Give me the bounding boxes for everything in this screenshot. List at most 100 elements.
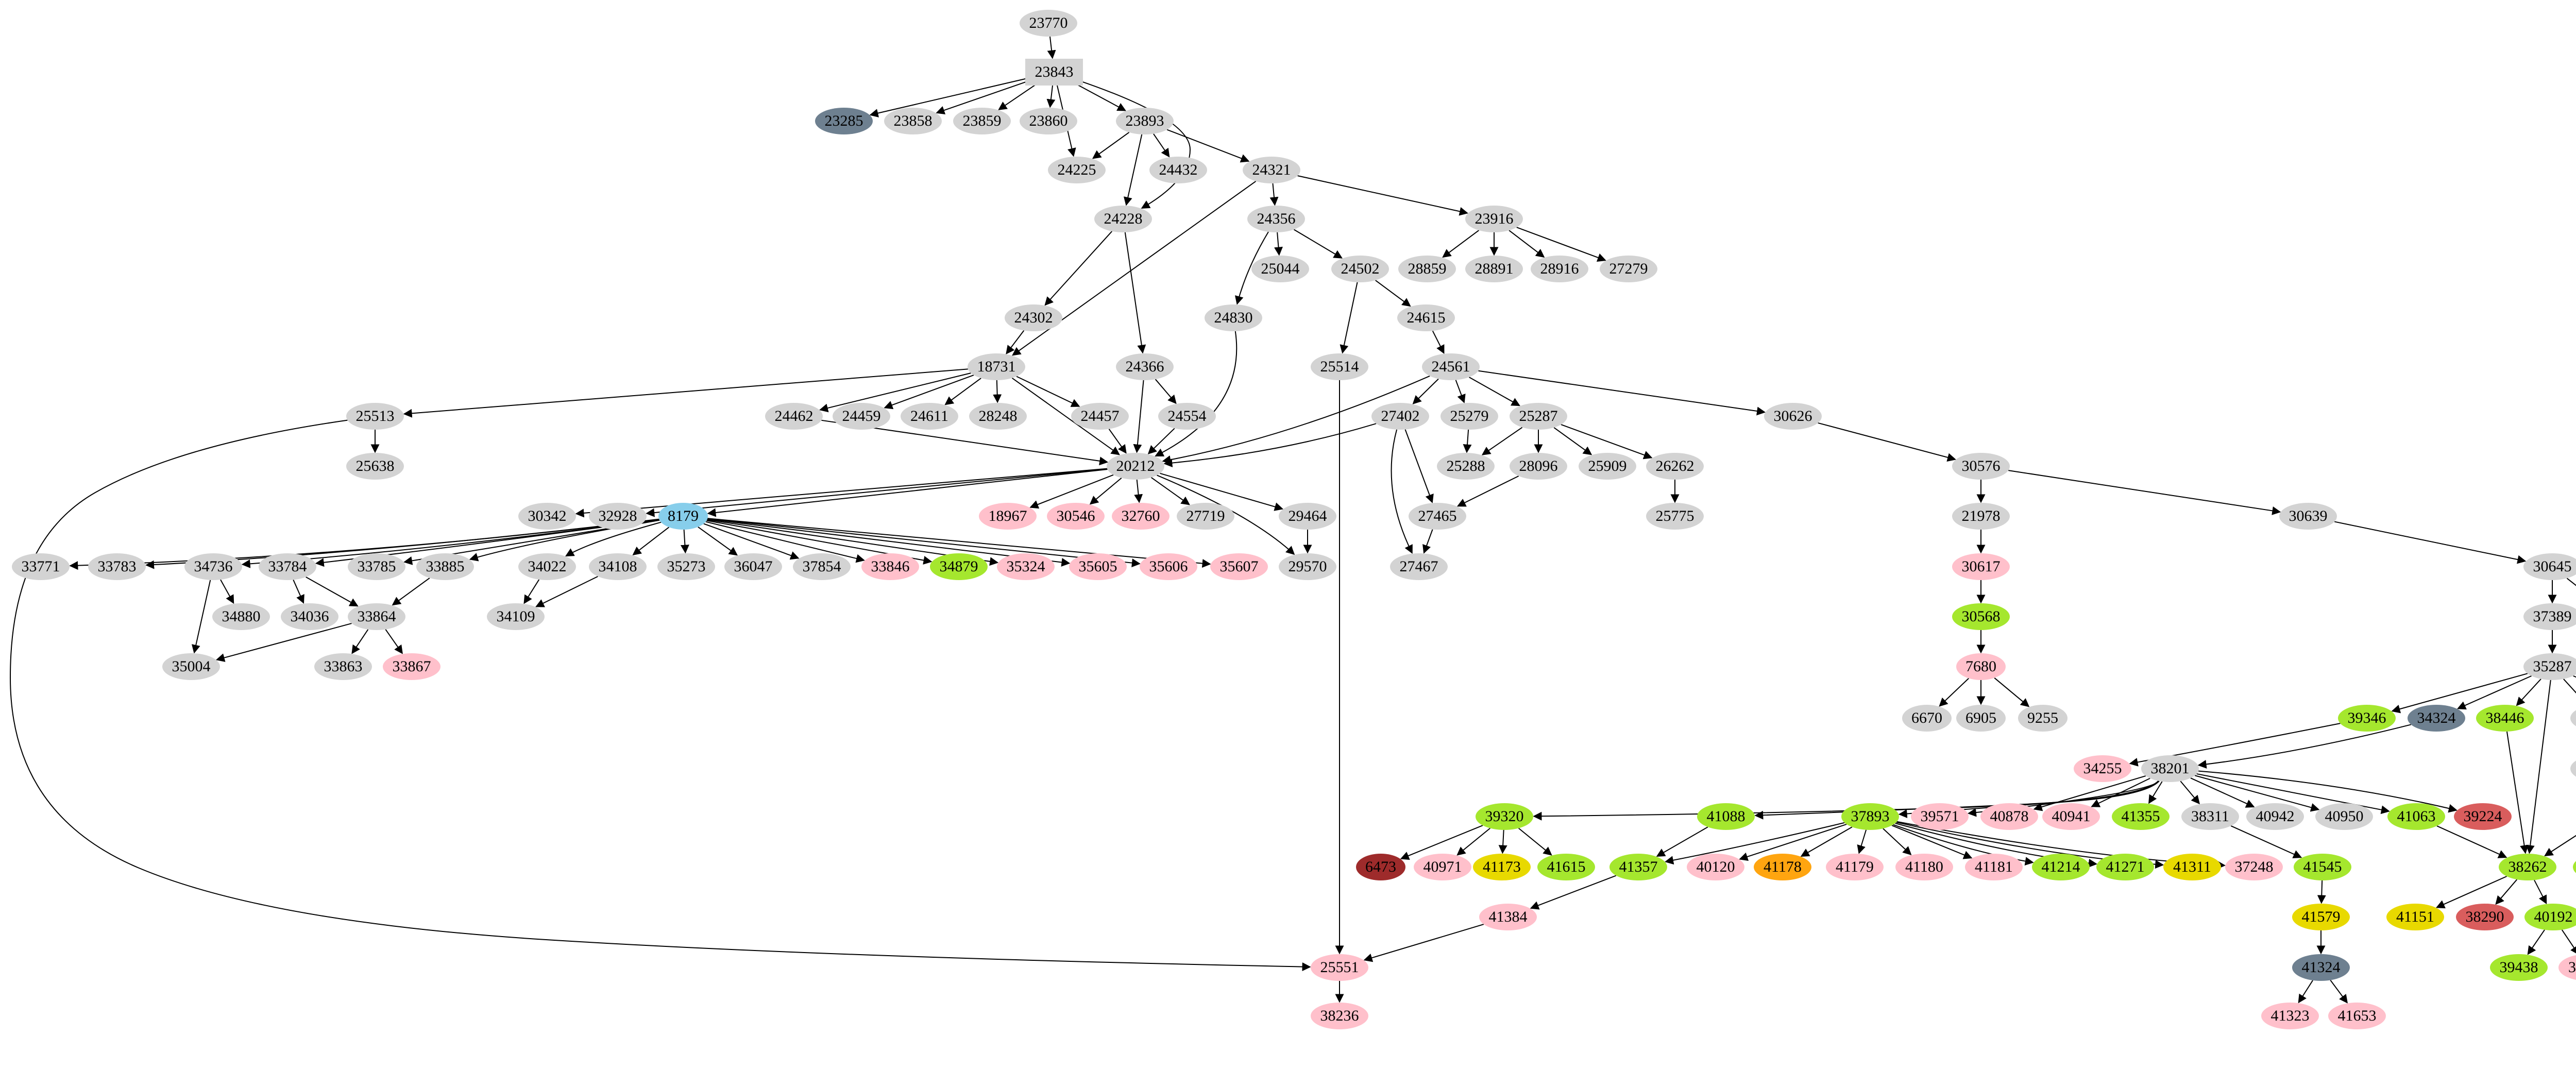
edge-33784-34036 (293, 580, 304, 604)
graph-node-34022: 34022 (518, 553, 576, 580)
edge-23843-24228 (1077, 79, 1191, 209)
edge-24502-24615 (1375, 280, 1411, 307)
graph-node-30617: 30617 (1952, 553, 2010, 580)
graph-node-39663: 39663 (2573, 854, 2576, 880)
edge-30626-30576 (1818, 422, 1956, 462)
graph-node-8179: 8179 (658, 503, 708, 530)
edge-20212-30546 (1089, 477, 1122, 505)
edge-20212-18967 (1029, 474, 1114, 509)
edge-8179-37854 (703, 523, 800, 560)
graph-node-23916: 23916 (1465, 206, 1523, 232)
graph-node-39320: 39320 (1476, 803, 1533, 830)
edge-24561-30626 (1478, 370, 1766, 416)
edge-41324-41653 (2330, 979, 2348, 1004)
graph-node-29464: 29464 (1279, 503, 1336, 530)
edge-41384-25551 (1363, 924, 1484, 962)
edge-23916-28859 (1442, 230, 1480, 258)
edge-38201-38311 (2180, 780, 2200, 805)
edge-7680-9255 (1994, 677, 2030, 707)
graph-node-24457: 24457 (1071, 403, 1129, 430)
edge-24561-20212 (1162, 375, 1430, 464)
edge-18731-25513 (403, 368, 968, 418)
edge-35287-38262 (2526, 680, 2551, 854)
edge-8179-36047 (698, 526, 738, 556)
graph-node-28096: 28096 (1510, 453, 1567, 480)
edge-33885-33864 (392, 578, 430, 606)
graph-node-32760: 32760 (1112, 503, 1170, 530)
graph-node-35605: 35605 (1069, 553, 1127, 580)
graph-node-40971: 40971 (1414, 854, 1471, 880)
edge-25287-25288 (1481, 427, 1523, 455)
edge-8179-35606 (707, 518, 1141, 568)
edge-24554-20212 (1147, 428, 1175, 454)
edge-38262-38290 (2495, 879, 2518, 905)
graph-node-18967: 18967 (979, 503, 1037, 530)
edge-7680-6670 (1939, 677, 1969, 707)
edge-24321-24356 (1269, 183, 1279, 206)
graph-node-34255: 34255 (2074, 755, 2131, 782)
graph-node-33885: 33885 (416, 553, 474, 580)
edge-33784-33864 (306, 576, 359, 607)
graph-node-25288: 25288 (1437, 453, 1495, 480)
edge-8179-35273 (680, 529, 689, 554)
edge-23770-23843 (1047, 36, 1056, 59)
graph-node-34108: 34108 (589, 553, 647, 580)
edge-38446-38262 (2506, 731, 2529, 854)
edge-24356-25044 (1274, 232, 1283, 256)
graph-node-41063: 41063 (2387, 803, 2445, 830)
edge-38201-41355 (2148, 781, 2163, 804)
edge-38201-40950 (2194, 775, 2320, 812)
edge-37893-41357 (1665, 822, 1845, 865)
graph-node-24302: 24302 (1005, 304, 1062, 331)
graph-node-35607: 35607 (1210, 553, 1268, 580)
edge-39320-40971 (1456, 827, 1490, 856)
graph-node-38311: 38311 (2181, 803, 2239, 830)
graph-node-28248: 28248 (969, 403, 1027, 430)
edge-41357-41384 (1530, 875, 1617, 910)
edge-37893-41179 (1857, 829, 1867, 854)
graph-node-41271: 41271 (2096, 854, 2154, 880)
graph-node-24321: 24321 (1243, 157, 1300, 183)
edge-24356-24830 (1234, 231, 1269, 305)
edge-37893-40120 (1739, 824, 1847, 861)
graph-node-40941: 40941 (2042, 803, 2100, 830)
graph-node-23770: 23770 (1020, 10, 1077, 37)
graph-node-23858: 23858 (884, 108, 942, 134)
graph-node-23860: 23860 (1020, 108, 1077, 134)
edge-27465-27467 (1422, 529, 1433, 554)
graph-node-32928: 32928 (589, 503, 647, 530)
graph-node-41579: 41579 (2292, 904, 2350, 930)
edge-38311-41545 (2230, 825, 2302, 858)
graph-node-40192: 40192 (2524, 904, 2576, 930)
graph-node-27279: 27279 (1600, 256, 1657, 282)
edge-24502-25514 (1340, 282, 1358, 354)
edge-20212-27719 (1150, 477, 1190, 505)
edge-24356-24502 (1293, 229, 1343, 259)
edge-20212-29464 (1160, 472, 1284, 511)
edge-28096-27465 (1456, 476, 1519, 507)
graph-node-38446: 38446 (2476, 705, 2534, 732)
graph-node-41088: 41088 (1697, 803, 1755, 830)
edge-23893-24228 (1123, 134, 1143, 206)
graph-node-37893: 37893 (1841, 803, 1899, 830)
graph-node-28891: 28891 (1465, 256, 1523, 282)
edge-23843-23858 (936, 79, 1031, 115)
graph-node-40120: 40120 (1687, 854, 1744, 880)
graph-node-37248: 37248 (2225, 854, 2283, 880)
graph-node-37389: 37389 (2523, 603, 2576, 630)
graph-node-33846: 33846 (861, 553, 919, 580)
graph-node-25279: 25279 (1440, 403, 1498, 430)
edge-20212-32760 (1134, 479, 1143, 503)
graph-node-24366: 24366 (1116, 353, 1174, 380)
edge-24830-20212 (1155, 331, 1238, 457)
edge-25513-25551 (9, 419, 1311, 972)
edge-24561-27402 (1412, 378, 1439, 404)
edge-37893-41178 (1800, 826, 1853, 857)
graph-node-33784: 33784 (259, 553, 316, 580)
graph-node-24615: 24615 (1397, 304, 1455, 331)
graph-node-36047: 36047 (724, 553, 782, 580)
graph-node-41545: 41545 (2294, 854, 2351, 880)
graph-node-28859: 28859 (1398, 256, 1456, 282)
graph-node-40942: 40942 (2246, 803, 2304, 830)
edge-39320-41615 (1518, 827, 1552, 856)
